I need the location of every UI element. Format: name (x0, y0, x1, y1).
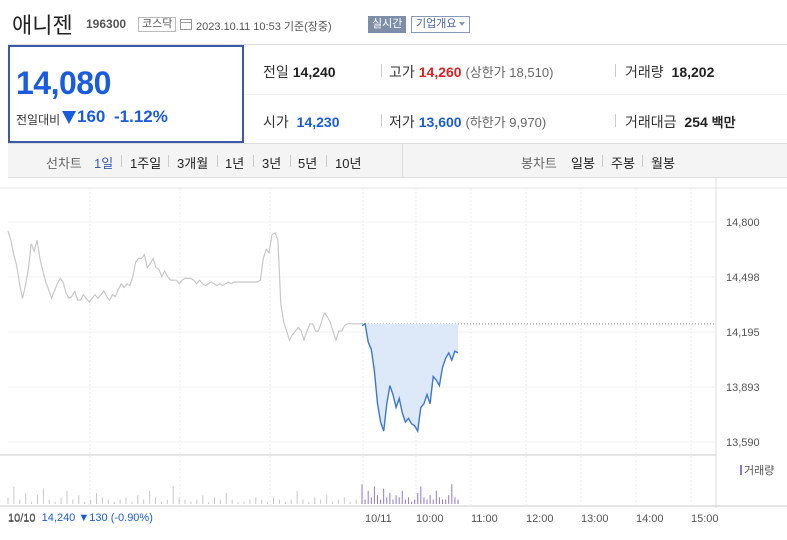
x-tick-label: 11:00 (471, 513, 498, 525)
price-box: 14,080 전일대비 160 -1.12% (8, 45, 244, 143)
tab-daily-candle[interactable]: 일봉 (571, 156, 595, 171)
divider (615, 64, 616, 77)
volume: 거래량 18,202 (625, 64, 715, 80)
datetime: 2023.10.11 10:53 기준(장중) (196, 21, 332, 33)
market-badge: 코스닥 (138, 17, 177, 32)
stats-row-2: 시가 14,230 저가 13,600 (하한가 9,970) 거래대금 254 … (245, 95, 787, 145)
chart-period-tabs: 선차트 1일 1주일 3개월 1년 3년 5년 10년 봉차트 일봉 주봉 월봉 (8, 144, 787, 178)
divider (290, 155, 291, 167)
y-axis: 14,800 14,498 14,195 13,893 13,590 (726, 217, 760, 449)
tab-5y[interactable]: 5년 (298, 156, 318, 171)
x-tick-label: 15:00 (691, 513, 719, 525)
quote-info: 14,080 전일대비 160 -1.12% 전일 14,240 고가 14,260… (8, 44, 787, 144)
down-arrow-icon (62, 111, 76, 124)
candle-chart-label: 봉차트 (521, 156, 557, 171)
prev-day-line (7, 230, 362, 343)
header: 애니젠 196300 코스닥 2023.10.11 10:53 기준(장중) 실… (0, 0, 787, 38)
tab-1d[interactable]: 1일 (94, 156, 114, 171)
divider (326, 155, 327, 167)
divider (381, 64, 382, 77)
divider (217, 155, 218, 167)
divider (121, 155, 122, 167)
x-tick-label: 13:00 (581, 513, 609, 525)
realtime-button[interactable]: 실시간 (368, 16, 407, 33)
volume-legend-swatch (740, 465, 742, 475)
divider (253, 155, 254, 167)
x-tick-label: 10/11 (365, 513, 392, 525)
y-tick-label: 14,195 (726, 327, 760, 339)
volume-legend: 거래량 (740, 462, 774, 478)
low-price: 저가 13,600 (하한가 9,970) (389, 114, 547, 130)
trade-amount: 거래대금 254 백만 (625, 114, 736, 130)
open-price: 시가 14,230 (263, 114, 340, 130)
stock-name[interactable]: 애니젠 (12, 13, 73, 38)
chart-grid (0, 178, 787, 508)
tab-1y[interactable]: 1년 (225, 156, 245, 171)
prev-day-summary: 10/10 14,240 ▼130 (-0.90%) (8, 512, 153, 524)
diff-rate: -1.12% (114, 107, 168, 126)
y-tick-label: 13,590 (726, 437, 760, 449)
today-price-line (361, 322, 459, 434)
y-tick-label: 13,893 (726, 382, 760, 394)
x-tick-label: 10/10 (8, 513, 36, 525)
tab-weekly-candle[interactable]: 주봉 (611, 156, 635, 171)
diff-label: 전일대비 (16, 113, 61, 127)
company-overview-button[interactable]: 기업개요 (411, 16, 471, 33)
x-tick-label: 10:00 (416, 513, 444, 525)
tab-10y[interactable]: 10년 (335, 156, 362, 171)
tab-monthly-candle[interactable]: 월봉 (651, 156, 675, 171)
chevron-down-icon (459, 22, 466, 27)
chart-lines (7, 230, 716, 434)
x-tick-label: 14:00 (636, 513, 664, 525)
stock-code: 196300 (86, 17, 127, 31)
y-tick-label: 14,800 (726, 217, 760, 229)
divider (402, 144, 403, 178)
x-axis: 10/10 10/11 10:00 11:00 12:00 13:00 14:00 15:00 (8, 513, 719, 525)
line-chart-label: 선차트 (46, 156, 82, 171)
calendar-icon (180, 19, 192, 30)
current-price: 14,080 (16, 65, 111, 101)
divider (381, 114, 382, 127)
x-tick-label: 12:00 (526, 513, 554, 525)
tab-1w[interactable]: 1주일 (130, 156, 162, 171)
volume-bars (7, 484, 459, 504)
stats-row-1: 전일 14,240 고가 14,260 (상한가 18,510) 거래량 18,20… (245, 45, 787, 95)
divider (602, 155, 603, 167)
high-price: 고가 14,260 (상한가 18,510) (389, 64, 554, 80)
tab-3y[interactable]: 3년 (262, 156, 282, 171)
divider (168, 155, 169, 167)
divider (615, 114, 616, 127)
prev-close: 전일 14,240 (263, 64, 336, 80)
y-tick-label: 14,498 (726, 272, 760, 284)
today-area-fill (362, 323, 458, 432)
diff-value: 160 (77, 107, 106, 126)
tab-3m[interactable]: 3개월 (177, 156, 209, 171)
divider (642, 155, 643, 167)
